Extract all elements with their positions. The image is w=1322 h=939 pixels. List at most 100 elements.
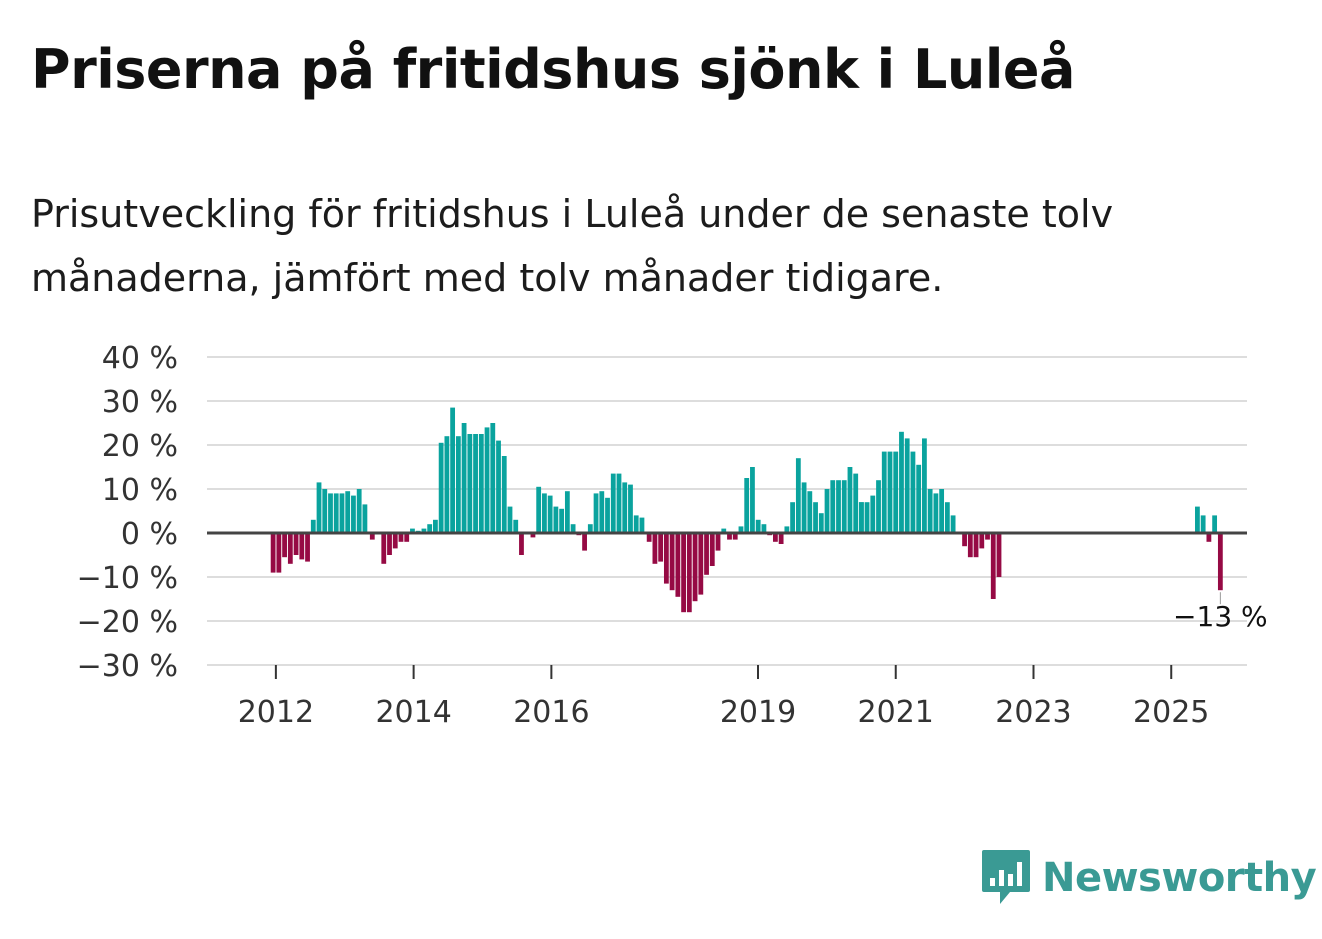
- bar: [530, 533, 536, 538]
- bar: [455, 436, 461, 533]
- x-tick-label: 2016: [513, 695, 589, 730]
- bar: [887, 451, 893, 533]
- bar: [570, 524, 576, 533]
- bar: [622, 482, 628, 533]
- bar: [362, 504, 368, 533]
- bar: [750, 467, 755, 533]
- bar: [675, 533, 681, 597]
- bar: [973, 533, 979, 558]
- bar: [356, 489, 362, 533]
- bar: [692, 533, 698, 602]
- bar: [727, 533, 732, 540]
- bar: [755, 519, 761, 533]
- bar: [599, 491, 605, 533]
- bar: [616, 473, 622, 533]
- annotation: −13 %: [1173, 592, 1268, 633]
- x-axis-ticks: 2012 2014 2016 2019 2021 2023 2025: [238, 665, 1209, 730]
- bar: [392, 533, 398, 549]
- x-tick-label: 2023: [995, 695, 1071, 730]
- bar: [587, 524, 593, 533]
- bar: [813, 502, 818, 533]
- x-tick-label: 2021: [858, 695, 934, 730]
- bar: [761, 524, 767, 533]
- bar: [1217, 533, 1223, 591]
- bar: [639, 517, 645, 533]
- x-tick-label: 2014: [375, 695, 451, 730]
- bar: [410, 528, 415, 533]
- y-tick-label: −10 %: [77, 561, 178, 596]
- bar: [853, 473, 859, 533]
- bar: [276, 533, 282, 573]
- bar: [387, 533, 392, 555]
- bar: [876, 480, 881, 533]
- x-tick-label: 2012: [238, 695, 314, 730]
- bar: [738, 526, 744, 533]
- bar: [704, 533, 709, 575]
- bar: [910, 451, 916, 533]
- bar: [513, 519, 519, 533]
- bar: [979, 533, 985, 549]
- bar: [772, 533, 778, 542]
- bar: [847, 467, 853, 533]
- chart-subtitle: Prisutveckling för fritidshus i Luleå un…: [31, 192, 1114, 300]
- bar: [322, 489, 328, 533]
- bar: [305, 533, 310, 562]
- bar: [663, 533, 669, 584]
- bar: [351, 495, 356, 533]
- y-axis-ticks: 40 % 30 % 20 % 10 % 0 % −10 % −20 % −30 %: [77, 341, 178, 684]
- last-value-label: −13 %: [1173, 600, 1268, 633]
- bar: [944, 502, 950, 533]
- bar: [824, 489, 830, 533]
- bar: [427, 524, 433, 533]
- bar: [778, 533, 784, 544]
- bar: [899, 431, 904, 533]
- bar: [450, 407, 456, 533]
- bar: [369, 533, 375, 540]
- bar: [559, 508, 565, 533]
- bar: [996, 533, 1002, 577]
- bar: [507, 506, 513, 533]
- bar: [790, 502, 795, 533]
- bar: [547, 495, 553, 533]
- y-tick-label: −30 %: [77, 649, 178, 684]
- bar: [404, 533, 410, 542]
- bars: [270, 407, 1223, 613]
- y-tick-label: 0 %: [121, 517, 178, 552]
- bar: [316, 482, 322, 533]
- bar: [830, 480, 836, 533]
- bar: [381, 533, 387, 564]
- bar: [922, 438, 927, 533]
- bar: [333, 493, 339, 533]
- bar: [610, 473, 616, 533]
- bar: [652, 533, 658, 564]
- chart-title: Priserna på fritidshus sjönk i Luleå: [31, 38, 1075, 101]
- bar: [433, 519, 438, 533]
- bar: [1206, 533, 1212, 542]
- bar: [916, 464, 922, 533]
- bar: [950, 515, 956, 533]
- bar: [893, 451, 899, 533]
- bar: [467, 434, 473, 533]
- bar: [795, 458, 801, 533]
- bar: [345, 491, 351, 533]
- gridlines: [207, 356, 1247, 666]
- bar: [542, 493, 547, 533]
- bar: [864, 502, 870, 533]
- bar: [282, 533, 287, 558]
- y-tick-label: 20 %: [102, 429, 178, 464]
- bar-chart: 40 %30 %20 %10 %0 %−10 %−20 %−30 % 2012 2…: [77, 341, 1268, 730]
- bar: [698, 533, 704, 595]
- bar: [985, 533, 990, 540]
- bar: [858, 502, 864, 533]
- bar: [328, 493, 333, 533]
- chart-bubble-icon: [982, 850, 1030, 904]
- bar: [478, 434, 484, 533]
- bar: [605, 497, 610, 533]
- bar: [933, 493, 939, 533]
- bar: [962, 533, 967, 547]
- bar: [490, 423, 496, 533]
- bar: [519, 533, 524, 555]
- bar: [444, 436, 450, 533]
- bar: [1200, 515, 1206, 533]
- bar: [633, 515, 639, 533]
